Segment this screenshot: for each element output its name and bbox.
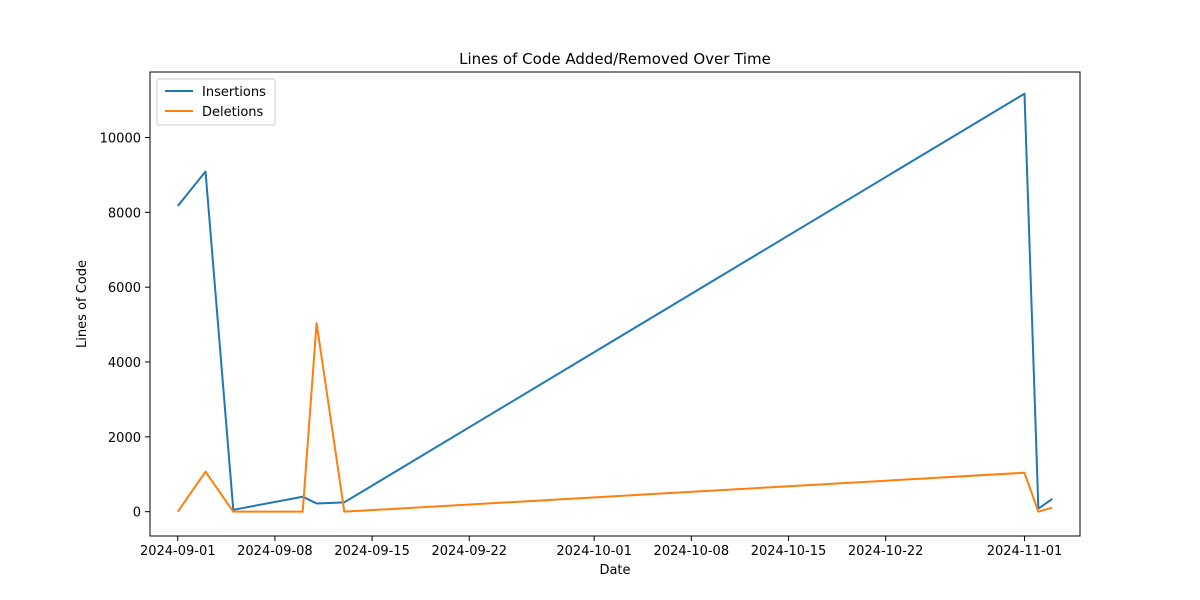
series-line-deletions <box>176 322 1053 513</box>
x-tick-label: 2024-10-15 <box>751 544 827 559</box>
y-tick-label: 8000 <box>108 206 141 221</box>
x-tick-label: 2024-10-22 <box>848 544 924 559</box>
legend: Insertions Deletions <box>156 78 276 126</box>
x-axis-label: Date <box>599 563 630 578</box>
y-axis-label: Lines of Code <box>75 260 90 348</box>
legend-label-deletions: Deletions <box>202 105 264 120</box>
x-tick-label: 2024-09-01 <box>140 544 216 559</box>
y-tick-label: 4000 <box>108 356 141 371</box>
plot-frame <box>149 71 1081 537</box>
y-axis: 0 2000 4000 6000 8000 10000 <box>100 131 150 521</box>
x-tick-label: 2024-09-15 <box>334 544 410 559</box>
x-tick-label: 2024-09-22 <box>431 544 507 559</box>
series-line-insertions <box>176 92 1053 511</box>
y-tick-label: 6000 <box>108 281 141 296</box>
y-tick-label: 0 <box>133 506 141 521</box>
x-tick-label: 2024-10-08 <box>654 544 730 559</box>
y-tick-label: 10000 <box>100 131 141 146</box>
x-tick-label: 2024-11-01 <box>987 544 1063 559</box>
legend-label-insertions: Insertions <box>202 85 266 100</box>
x-tick-label: 2024-10-01 <box>556 544 632 559</box>
y-tick-label: 2000 <box>108 431 141 446</box>
plot-series <box>176 92 1053 513</box>
x-axis: 2024-09-01 2024-09-08 2024-09-15 2024-09-22… <box>140 536 1062 559</box>
chart-title: Lines of Code Added/Removed Over Time <box>459 50 771 68</box>
x-tick-label: 2024-09-08 <box>237 544 313 559</box>
